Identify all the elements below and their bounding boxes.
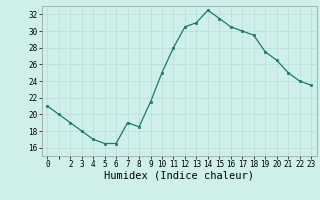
X-axis label: Humidex (Indice chaleur): Humidex (Indice chaleur) (104, 171, 254, 181)
